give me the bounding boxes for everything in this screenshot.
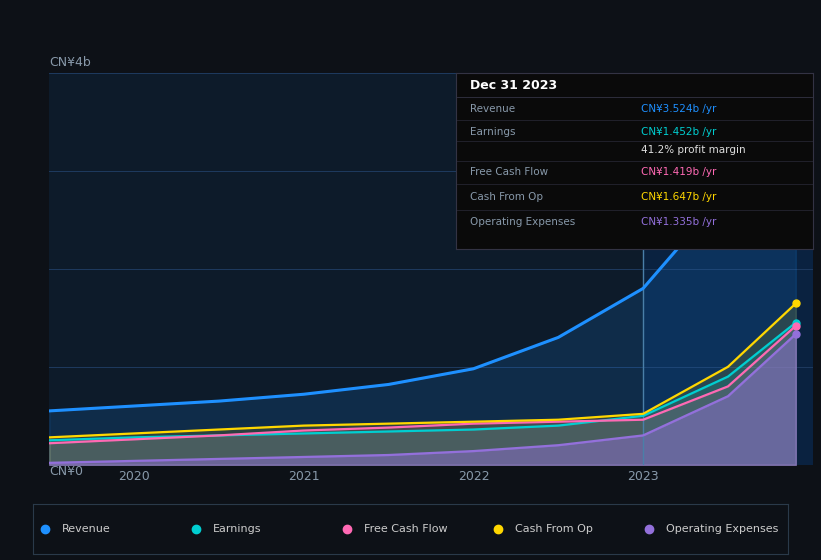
Text: CN¥1.335b /yr: CN¥1.335b /yr [641,217,717,227]
Bar [643,73,813,465]
Text: CN¥1.452b /yr: CN¥1.452b /yr [641,127,717,137]
Text: Dec 31 2023: Dec 31 2023 [470,78,557,92]
Text: 41.2% profit margin: 41.2% profit margin [641,144,746,155]
Text: Operating Expenses: Operating Expenses [470,217,576,227]
Text: Cash From Op: Cash From Op [515,524,593,534]
Text: CN¥1.419b /yr: CN¥1.419b /yr [641,167,717,178]
Text: Revenue: Revenue [62,524,110,534]
Text: CN¥1.647b /yr: CN¥1.647b /yr [641,192,717,202]
Text: Earnings: Earnings [213,524,261,534]
Text: CN¥3.524b /yr: CN¥3.524b /yr [641,104,717,114]
Text: CN¥4b: CN¥4b [49,56,91,69]
Text: Revenue: Revenue [470,104,515,114]
Text: Operating Expenses: Operating Expenses [666,524,778,534]
Text: Cash From Op: Cash From Op [470,192,543,202]
Text: Earnings: Earnings [470,127,516,137]
Text: Free Cash Flow: Free Cash Flow [470,167,548,178]
Text: Free Cash Flow: Free Cash Flow [364,524,447,534]
Text: CN¥0: CN¥0 [49,465,83,478]
